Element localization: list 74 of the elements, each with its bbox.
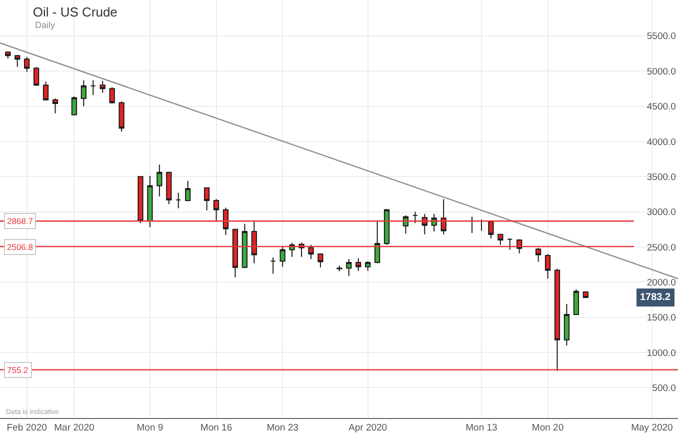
candlestick — [242, 223, 248, 269]
candlestick — [318, 252, 324, 268]
text: Daily — [35, 20, 56, 30]
y-tick-label: 3500.0 — [646, 172, 676, 183]
candlestick — [564, 304, 570, 346]
candlestick — [166, 171, 172, 205]
candlestick — [280, 246, 286, 268]
candlestick — [251, 221, 257, 264]
candlestick — [204, 187, 210, 211]
annotation: 1783.2 — [640, 292, 672, 303]
ref-line-label: 2506.8 — [7, 242, 34, 252]
candlestick — [431, 213, 437, 232]
candlestick — [185, 180, 191, 202]
x-tick-label: Feb 2020 — [6, 422, 47, 434]
x-tick-label: Mon 13 — [466, 422, 498, 434]
y-tick-label: 1500.0 — [646, 312, 676, 324]
candlestick — [232, 228, 238, 278]
candlestick — [544, 254, 551, 280]
candlestick — [118, 100, 124, 132]
candlestick — [147, 175, 153, 228]
candlestick — [42, 81, 49, 100]
candlestick — [90, 80, 96, 96]
candlestick — [336, 265, 342, 272]
ref-line-label: 2868.7 — [7, 216, 34, 226]
x-tick-label: Mon 20 — [532, 422, 564, 434]
candlestick — [412, 211, 418, 224]
y-tick-label: 500.0 — [652, 383, 676, 394]
candlestick — [52, 98, 58, 114]
candlestick — [156, 164, 162, 197]
candlestick — [356, 258, 362, 272]
candlestick — [573, 288, 579, 316]
chart-title: Oil - US Crude — [32, 4, 118, 20]
candlestick — [100, 80, 106, 94]
candlestick — [33, 66, 40, 86]
x-tick-label: Apr 2020 — [348, 422, 388, 434]
candlestick — [554, 268, 560, 372]
y-tick-label: 5000.0 — [646, 66, 676, 78]
x-tick-label: Mon 16 — [200, 422, 232, 434]
candlestick — [498, 234, 504, 246]
candlestick — [440, 198, 446, 235]
candlestick — [176, 192, 182, 209]
y-tick-label: 2500.0 — [646, 242, 676, 254]
y-tick-label: 1000.0 — [646, 348, 676, 359]
candlestick — [422, 213, 428, 235]
candlestick — [488, 221, 494, 240]
candlestick — [535, 247, 542, 262]
candlestick — [308, 244, 314, 260]
candlestick — [384, 208, 390, 246]
y-tick-label: 4000.0 — [646, 136, 676, 148]
x-tick-label: Mar 2020 — [54, 422, 94, 434]
y-tick-label: 3000.0 — [646, 207, 676, 218]
candlestick — [80, 80, 86, 107]
candlestick — [222, 207, 229, 236]
y-tick-label: 5500.0 — [646, 31, 676, 42]
candlestick — [364, 260, 371, 272]
candlestick — [374, 220, 380, 264]
candlestick — [270, 257, 276, 274]
candlestick — [582, 290, 588, 299]
candlestick — [507, 238, 513, 250]
candlestick — [213, 198, 220, 222]
x-tick-label: Mon 23 — [266, 422, 298, 434]
candlestick — [346, 258, 352, 276]
x-tick-label: Mon 9 — [136, 422, 164, 434]
candlestick — [14, 54, 20, 68]
candlestick — [402, 214, 409, 234]
candlestick — [71, 96, 78, 116]
x-tick-label: May 2020 — [631, 422, 673, 434]
candlestick — [109, 86, 115, 104]
ref-line-label: 755.2 — [7, 365, 29, 375]
y-tick-label: 4500.0 — [646, 102, 676, 113]
candlestick — [5, 50, 11, 59]
y-tick-label: 2000.0 — [646, 278, 676, 289]
candlestick — [24, 56, 30, 72]
candlestick — [138, 176, 144, 224]
